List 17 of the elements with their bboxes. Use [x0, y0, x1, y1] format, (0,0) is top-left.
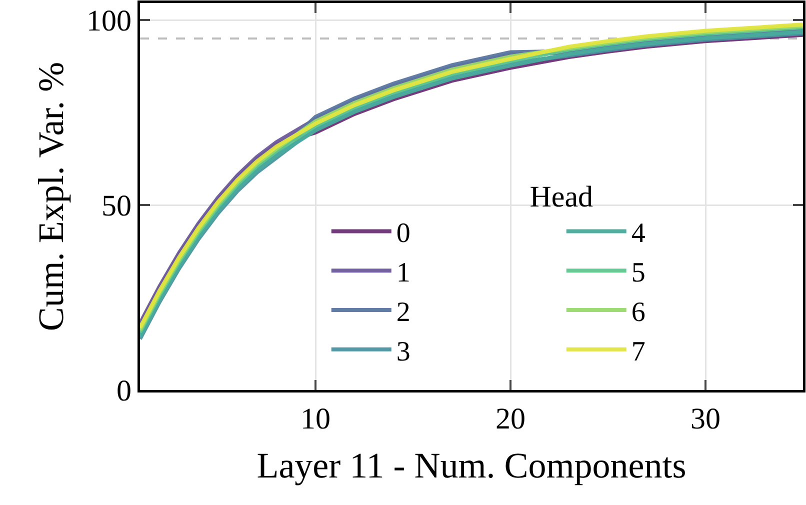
y-tick-label: 100 [86, 4, 132, 38]
legend-label: 1 [396, 258, 410, 289]
legend-title: Head [530, 180, 594, 214]
x-tick-label: 20 [496, 402, 526, 436]
legend-label: 3 [396, 336, 410, 368]
legend-label: 4 [631, 218, 646, 250]
legend-label: 6 [631, 296, 646, 328]
y-tick-label: 50 [102, 190, 132, 223]
y-tick-label: 0 [116, 374, 132, 408]
x-axis-title: Layer 11 - Num. Components [256, 445, 686, 486]
y-axis-title: Cum. Expl. Var. % [31, 62, 72, 332]
x-tick-label: 30 [690, 402, 720, 436]
legend-label: 7 [631, 336, 646, 368]
legend-label: 5 [631, 258, 646, 289]
legend-label: 0 [396, 218, 410, 250]
legend-label: 2 [396, 296, 410, 328]
x-tick-label: 10 [300, 402, 330, 436]
